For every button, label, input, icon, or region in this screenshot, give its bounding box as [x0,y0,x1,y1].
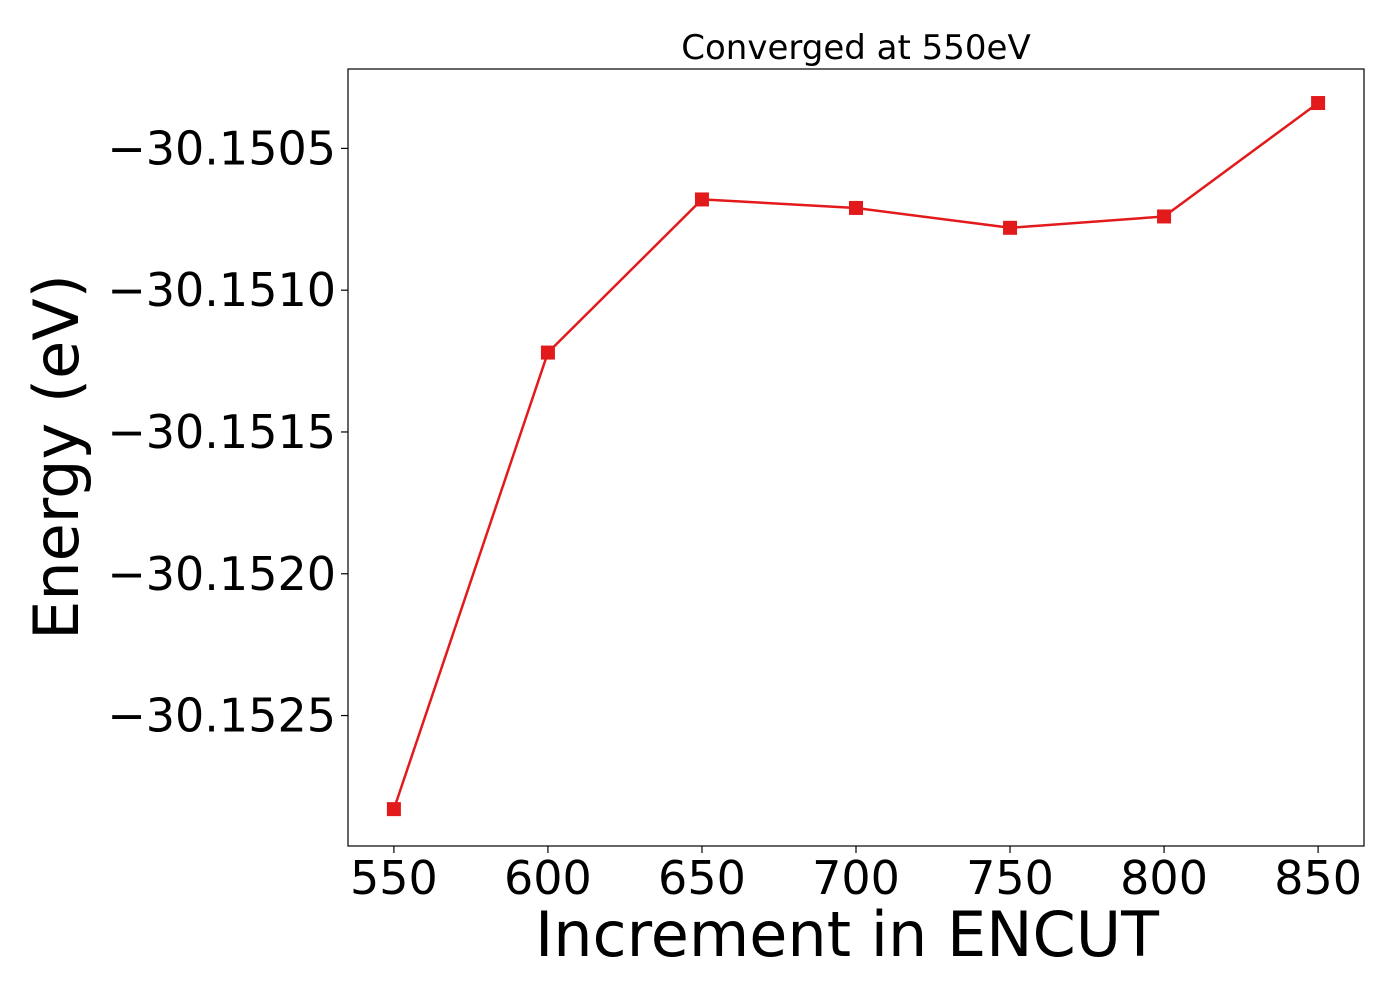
x-axis-ticks: 550 600 650 700 750 800 850 [350,846,1362,905]
plot-area [386,96,1326,817]
y-axis-label: Energy (eV) [20,274,93,640]
data-point-marker [1311,96,1326,111]
x-axis-label: Increment in ENCUT [535,898,1160,971]
y-tick-label: −30.1515 [107,405,336,459]
x-tick-label: 650 [658,851,746,905]
x-tick-label: 750 [966,851,1054,905]
x-tick-label: 550 [350,851,438,905]
data-point-marker [540,345,555,360]
y-tick-label: −30.1520 [107,547,336,601]
y-tick-label: −30.1505 [107,121,336,175]
data-point-marker [1003,220,1018,235]
x-tick-label: 850 [1274,851,1362,905]
data-point-marker [386,802,401,817]
plot-frame [347,68,1365,847]
data-point-marker [1157,209,1172,224]
x-tick-label: 800 [1120,851,1208,905]
data-point-marker [694,192,709,207]
x-tick-label: 600 [504,851,592,905]
y-tick-label: −30.1525 [107,689,336,743]
x-tick-label: 700 [812,851,900,905]
y-tick-label: −30.1510 [107,263,336,317]
y-axis-ticks: −30.1525 −30.1520 −30.1515 −30.1510 −30.1505 [107,121,348,743]
data-point-marker [849,200,863,215]
chart-title: Converged at 550eV [681,28,1030,68]
